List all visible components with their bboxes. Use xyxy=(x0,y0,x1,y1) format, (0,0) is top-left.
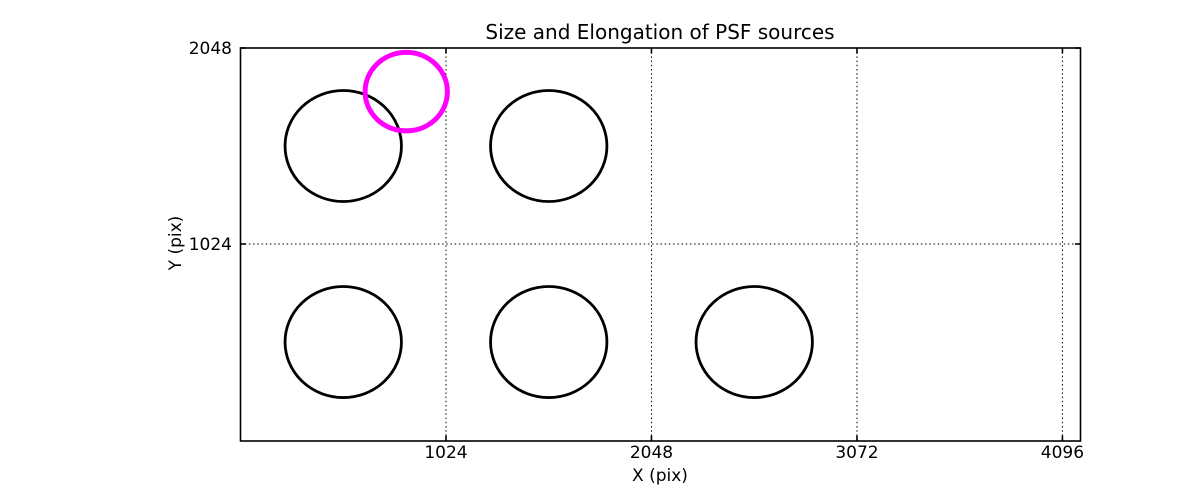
x-tick-label: 3072 xyxy=(835,443,878,463)
y-axis-label: Y (pix) xyxy=(166,215,186,271)
x-tick-label: 4096 xyxy=(1041,443,1084,463)
psf-source-circle xyxy=(489,89,609,203)
psf-source-circle xyxy=(489,285,609,399)
psf-source-circle xyxy=(694,285,814,399)
psf-source-highlighted-circle xyxy=(362,49,450,134)
x-axis-label: X (pix) xyxy=(632,466,688,486)
y-tick-label: 1024 xyxy=(189,235,232,255)
x-tick-label: 2048 xyxy=(630,443,673,463)
chart-title: Size and Elongation of PSF sources xyxy=(485,20,835,44)
psf-source-circle xyxy=(283,89,403,203)
y-tick-label: 2048 xyxy=(189,39,232,59)
x-tick-label: 1024 xyxy=(424,443,467,463)
psf-source-circle xyxy=(283,285,403,399)
